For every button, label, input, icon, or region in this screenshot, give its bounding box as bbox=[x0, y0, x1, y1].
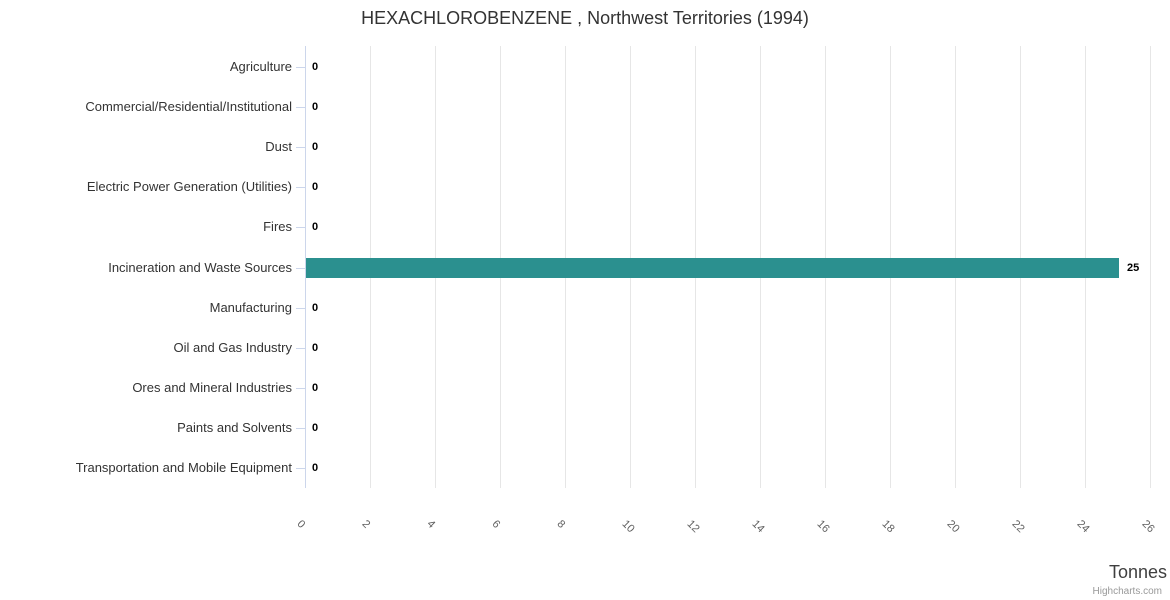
x-axis-tick-label: 0 bbox=[294, 518, 308, 531]
x-axis-tick-label: 24 bbox=[1074, 518, 1092, 536]
category-label-ores-and-mineral-industries: Ores and Mineral Industries bbox=[132, 380, 292, 395]
category-axis-tick bbox=[296, 187, 305, 188]
category-label-fires: Fires bbox=[263, 219, 292, 234]
data-label-commercial-residential-institutional: 0 bbox=[312, 101, 319, 113]
x-axis-tick-label: 4 bbox=[424, 518, 438, 531]
x-axis-tick-label: 6 bbox=[489, 518, 503, 531]
category-label-commercial-residential-institutional: Commercial/Residential/Institutional bbox=[85, 99, 292, 114]
data-label-ores-and-mineral-industries: 0 bbox=[312, 382, 319, 394]
category-axis-tick bbox=[296, 227, 305, 228]
x-axis-tick-label: 2 bbox=[359, 518, 373, 531]
x-axis-tick-label: 22 bbox=[1009, 518, 1027, 536]
data-label-transportation-and-mobile-equipment: 0 bbox=[312, 462, 319, 474]
category-axis-tick bbox=[296, 147, 305, 148]
category-axis-tick bbox=[296, 428, 305, 429]
category-axis-tick bbox=[296, 67, 305, 68]
x-axis-tick-label: 10 bbox=[619, 518, 637, 536]
category-axis-line bbox=[305, 46, 306, 488]
category-label-oil-and-gas-industry: Oil and Gas Industry bbox=[173, 340, 293, 355]
category-label-manufacturing: Manufacturing bbox=[209, 300, 292, 315]
highcharts-credit[interactable]: Highcharts.com bbox=[1092, 586, 1162, 597]
x-axis-tick-label: 16 bbox=[814, 518, 832, 536]
category-label-paints-and-solvents: Paints and Solvents bbox=[177, 420, 292, 435]
bar-incineration-and-waste-sources[interactable] bbox=[306, 258, 1119, 278]
data-label-oil-and-gas-industry: 0 bbox=[312, 342, 319, 354]
category-label-transportation-and-mobile-equipment: Transportation and Mobile Equipment bbox=[75, 460, 292, 475]
data-label-paints-and-solvents: 0 bbox=[312, 422, 319, 434]
x-axis-tick-label: 20 bbox=[944, 518, 962, 536]
x-axis-tick-label: 12 bbox=[684, 518, 702, 536]
category-label-agriculture: Agriculture bbox=[229, 59, 292, 74]
category-label-incineration-and-waste-sources: Incineration and Waste Sources bbox=[108, 260, 292, 275]
data-label-incineration-and-waste-sources: 25 bbox=[1127, 262, 1140, 274]
category-axis-tick bbox=[296, 388, 305, 389]
x-axis-tick-label: 14 bbox=[749, 518, 767, 536]
data-label-agriculture: 0 bbox=[312, 61, 319, 73]
category-axis-tick bbox=[296, 348, 305, 349]
category-axis-tick bbox=[296, 107, 305, 108]
category-label-dust: Dust bbox=[265, 139, 292, 154]
category-axis-tick bbox=[296, 468, 305, 469]
data-label-electric-power-generation-utilities: 0 bbox=[312, 181, 319, 193]
data-label-fires: 0 bbox=[312, 221, 319, 233]
category-axis-tick bbox=[296, 308, 305, 309]
x-axis-tick-label: 18 bbox=[879, 518, 897, 536]
chart-title: HEXACHLOROBENZENE , Northwest Territorie… bbox=[361, 8, 809, 28]
category-axis-tick bbox=[296, 268, 305, 269]
category-label-electric-power-generation-utilities: Electric Power Generation (Utilities) bbox=[86, 179, 292, 194]
data-label-dust: 0 bbox=[312, 141, 319, 153]
data-label-manufacturing: 0 bbox=[312, 302, 319, 314]
x-axis-tick-label: 8 bbox=[554, 518, 568, 531]
x-axis-title: Tonnes bbox=[1108, 562, 1167, 582]
x-axis-tick-label: 26 bbox=[1139, 518, 1157, 536]
gridline bbox=[1150, 46, 1151, 488]
